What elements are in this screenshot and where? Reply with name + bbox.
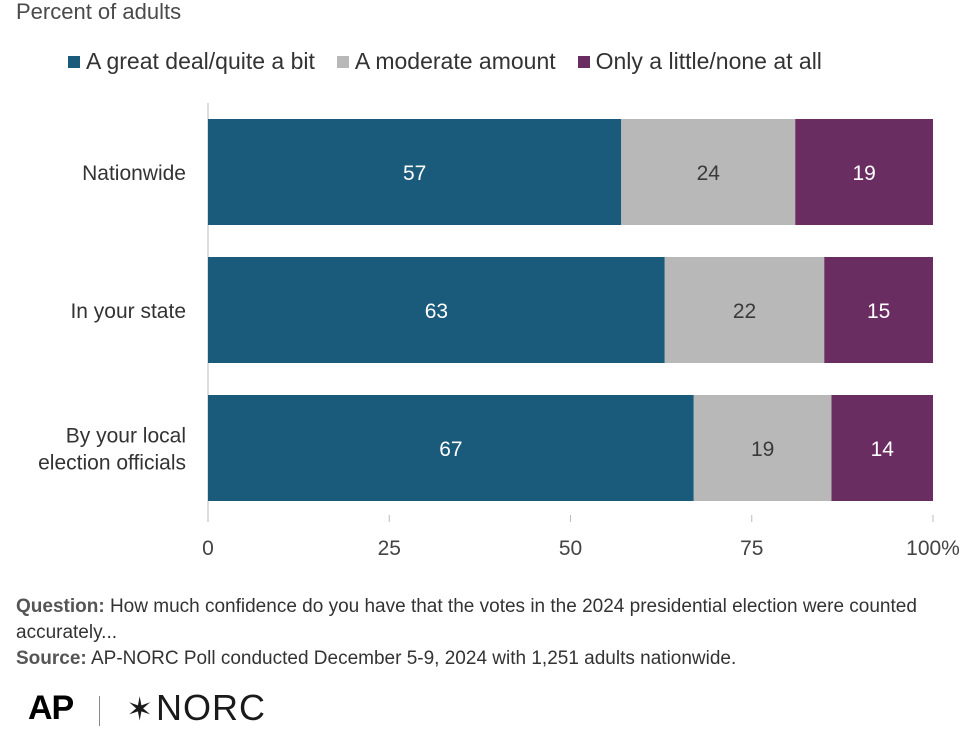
x-tick-label-50: 50 [559, 537, 582, 560]
x-tick-label-100: 100% [906, 537, 960, 560]
legend-swatch-little-none [577, 55, 590, 68]
category-label-line: In your state [70, 300, 186, 323]
category-label-line: Nationwide [82, 162, 186, 185]
chart-notes: Question: How much confidence do you hav… [16, 594, 956, 672]
source-label: Source: [16, 648, 87, 669]
x-tick-label-75: 75 [740, 537, 763, 560]
legend-swatch-moderate [336, 55, 349, 68]
question-text: How much confidence do you have that the… [16, 596, 917, 643]
category-label-line: By your local [66, 425, 186, 448]
bar-by-your-local-election-officials-only-a-little-none-at-all [831, 395, 933, 501]
bar-in-your-state-a-great-deal-quite-a-bit [208, 257, 665, 363]
category-label-line: election officials [38, 452, 186, 475]
data-label-by-your-local-election-officials-a-great-deal-quite-a-bit: 67 [439, 438, 462, 461]
data-label-nationwide-a-moderate-amount: 24 [697, 162, 721, 185]
legend-swatch-great-deal [68, 55, 80, 68]
norc-logo: ✶NORC [126, 687, 267, 728]
legend-item-great-deal: A great deal/quite a bit [68, 48, 315, 75]
source-text: AP-NORC Poll conducted December 5-9, 202… [90, 648, 737, 669]
bar-nationwide-a-great-deal-quite-a-bit [208, 119, 622, 225]
norc-logo-text: NORC [156, 687, 267, 728]
category-label-in-your-state: In your state [70, 300, 186, 323]
legend-label-moderate: A moderate amount [354, 48, 556, 74]
legend-label-great-deal: A great deal/quite a bit [86, 48, 315, 74]
bar-nationwide-a-moderate-amount [621, 119, 796, 225]
legend-item-little-none: Only a little/none at all [577, 48, 822, 75]
bar-in-your-state-a-moderate-amount [664, 257, 825, 363]
x-tick-label-25: 25 [378, 537, 401, 560]
data-label-in-your-state-a-great-deal-quite-a-bit: 63 [425, 300, 448, 323]
data-label-nationwide-only-a-little-none-at-all: 19 [852, 162, 875, 185]
category-label-by-your-local-election-officials: By your local election officials [38, 425, 186, 475]
category-label-nationwide: Nationwide [82, 162, 186, 185]
legend-label-little-none: Only a little/none at all [595, 48, 822, 74]
question-label: Question: [16, 596, 105, 617]
data-label-in-your-state-only-a-little-none-at-all: 15 [867, 300, 890, 323]
data-label-by-your-local-election-officials-only-a-little-none-at-all: 14 [871, 438, 895, 461]
bar-nationwide-only-a-little-none-at-all [795, 119, 933, 225]
data-label-nationwide-a-great-deal-quite-a-bit: 57 [403, 162, 426, 185]
chart-legend: A great deal/quite a bit A moderate amou… [68, 48, 822, 75]
ap-logo: AP [28, 689, 74, 727]
stacked-bar-chart: 57 24 19 Nationwide 63 22 15 In your state 67 19 1… [38, 103, 960, 560]
question-note: Question: How much confidence do you hav… [16, 594, 956, 646]
bar-in-your-state-only-a-little-none-at-all [824, 257, 933, 363]
data-label-by-your-local-election-officials-a-moderate-amount: 19 [751, 438, 774, 461]
x-tick-label-0: 0 [202, 537, 214, 560]
logo-divider [99, 696, 101, 726]
source-note: Source: AP-NORC Poll conducted December … [16, 646, 956, 672]
bar-by-your-local-election-officials-a-great-deal-quite-a-bit [208, 395, 694, 501]
logos: AP ✶NORC [28, 690, 266, 730]
legend-item-moderate: A moderate amount [336, 48, 556, 75]
bar-by-your-local-election-officials-a-moderate-amount [693, 395, 832, 501]
chart-subtitle: Percent of adults [16, 0, 182, 24]
data-label-in-your-state-a-moderate-amount: 22 [733, 300, 756, 323]
norc-star-icon: ✶ [126, 691, 155, 727]
